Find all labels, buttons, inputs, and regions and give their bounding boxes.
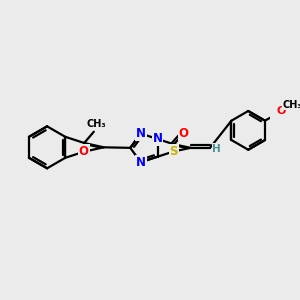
Text: O: O: [277, 106, 286, 116]
Text: N: N: [136, 156, 146, 169]
Text: CH₃: CH₃: [283, 100, 300, 110]
Text: N: N: [152, 133, 163, 146]
Text: CH₃: CH₃: [87, 119, 106, 129]
Text: S: S: [169, 145, 178, 158]
Text: H: H: [212, 144, 221, 154]
Text: O: O: [79, 145, 89, 158]
Text: O: O: [179, 127, 189, 140]
Text: N: N: [136, 127, 146, 140]
